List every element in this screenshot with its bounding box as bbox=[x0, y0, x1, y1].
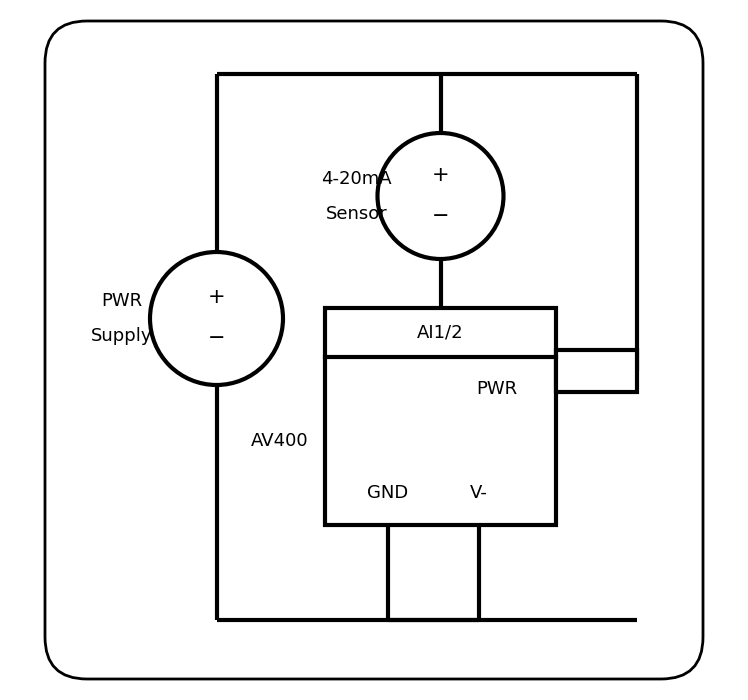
Bar bbox=[325, 308, 556, 525]
Bar bbox=[556, 350, 637, 392]
Text: PWR: PWR bbox=[476, 379, 517, 398]
Text: +: + bbox=[208, 288, 225, 307]
Text: AV400: AV400 bbox=[251, 432, 308, 450]
Circle shape bbox=[150, 252, 283, 385]
Text: Sensor: Sensor bbox=[325, 204, 387, 223]
Text: GND: GND bbox=[367, 484, 408, 503]
Text: −: − bbox=[432, 206, 450, 225]
Circle shape bbox=[378, 133, 503, 259]
Text: Supply: Supply bbox=[91, 327, 153, 345]
Text: AI1/2: AI1/2 bbox=[417, 323, 464, 342]
Text: +: + bbox=[432, 165, 450, 185]
FancyBboxPatch shape bbox=[45, 21, 703, 679]
Text: 4-20mA: 4-20mA bbox=[321, 169, 392, 188]
Text: PWR: PWR bbox=[102, 292, 143, 310]
Text: V-: V- bbox=[470, 484, 488, 503]
Text: −: − bbox=[208, 328, 225, 348]
